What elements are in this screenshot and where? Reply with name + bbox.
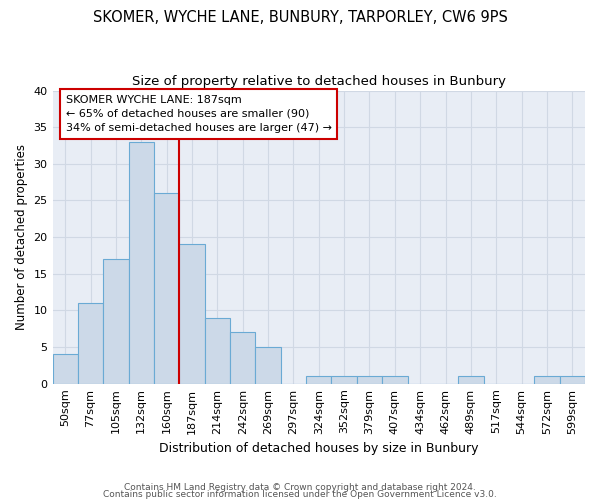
Bar [256, 347, 281, 384]
Title: Size of property relative to detached houses in Bunbury: Size of property relative to detached ho… [132, 75, 506, 88]
Bar [560, 376, 585, 384]
Bar [205, 318, 230, 384]
Bar [534, 376, 560, 384]
Text: SKOMER, WYCHE LANE, BUNBURY, TARPORLEY, CW6 9PS: SKOMER, WYCHE LANE, BUNBURY, TARPORLEY, … [92, 10, 508, 25]
Bar [458, 376, 484, 384]
X-axis label: Distribution of detached houses by size in Bunbury: Distribution of detached houses by size … [159, 442, 479, 455]
Bar [357, 376, 382, 384]
Bar [230, 332, 256, 384]
Text: SKOMER WYCHE LANE: 187sqm
← 65% of detached houses are smaller (90)
34% of semi-: SKOMER WYCHE LANE: 187sqm ← 65% of detac… [66, 95, 332, 133]
Bar [306, 376, 331, 384]
Bar [53, 354, 78, 384]
Bar [154, 193, 179, 384]
Text: Contains HM Land Registry data © Crown copyright and database right 2024.: Contains HM Land Registry data © Crown c… [124, 484, 476, 492]
Y-axis label: Number of detached properties: Number of detached properties [15, 144, 28, 330]
Bar [382, 376, 407, 384]
Bar [78, 303, 103, 384]
Bar [179, 244, 205, 384]
Bar [128, 142, 154, 384]
Bar [331, 376, 357, 384]
Text: Contains public sector information licensed under the Open Government Licence v3: Contains public sector information licen… [103, 490, 497, 499]
Bar [103, 259, 128, 384]
